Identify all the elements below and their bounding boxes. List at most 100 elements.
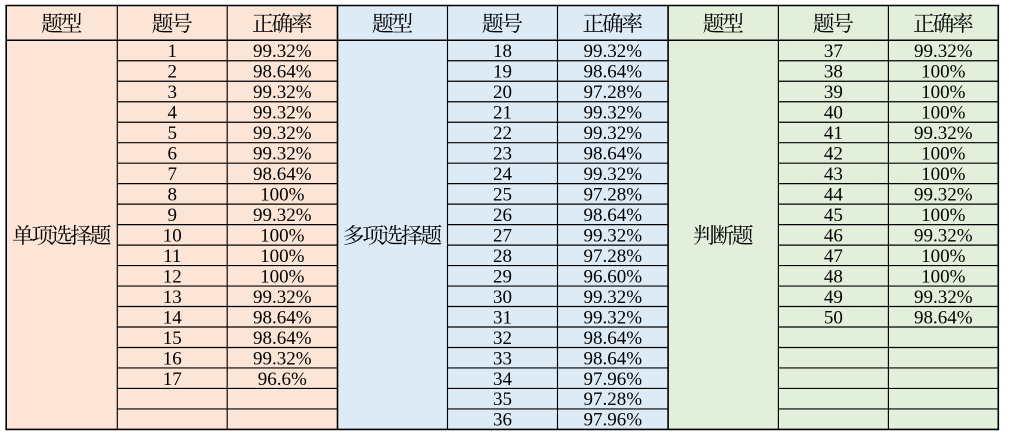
svg-text:99.32%: 99.32% xyxy=(253,287,312,308)
svg-text:3: 3 xyxy=(168,82,178,103)
svg-text:100%: 100% xyxy=(921,246,966,267)
svg-text:29: 29 xyxy=(493,266,512,287)
svg-text:13: 13 xyxy=(163,287,182,308)
svg-text:25: 25 xyxy=(493,184,512,205)
svg-text:45: 45 xyxy=(824,205,843,226)
svg-text:7: 7 xyxy=(168,164,178,185)
svg-text:97.28%: 97.28% xyxy=(584,246,643,267)
svg-text:97.96%: 97.96% xyxy=(584,410,643,431)
svg-text:96.6%: 96.6% xyxy=(258,369,307,390)
svg-text:22: 22 xyxy=(493,123,512,144)
svg-text:8: 8 xyxy=(168,184,178,205)
svg-text:9: 9 xyxy=(168,205,178,226)
svg-text:24: 24 xyxy=(493,164,513,185)
svg-text:11: 11 xyxy=(163,246,181,267)
svg-text:2: 2 xyxy=(168,62,178,83)
svg-text:4: 4 xyxy=(168,103,178,124)
svg-text:100%: 100% xyxy=(921,164,966,185)
svg-text:98.64%: 98.64% xyxy=(253,328,312,349)
svg-text:99.32%: 99.32% xyxy=(253,103,312,124)
svg-text:31: 31 xyxy=(493,307,512,328)
svg-text:98.64%: 98.64% xyxy=(584,143,643,164)
svg-text:99.32%: 99.32% xyxy=(584,225,643,246)
svg-text:12: 12 xyxy=(163,266,182,287)
svg-text:46: 46 xyxy=(824,225,843,246)
svg-text:21: 21 xyxy=(493,103,512,124)
svg-text:40: 40 xyxy=(824,103,843,124)
svg-text:27: 27 xyxy=(493,225,512,246)
svg-text:99.32%: 99.32% xyxy=(914,41,973,62)
svg-text:99.32%: 99.32% xyxy=(584,103,643,124)
svg-text:99.32%: 99.32% xyxy=(253,143,312,164)
svg-text:99.32%: 99.32% xyxy=(584,307,643,328)
svg-text:28: 28 xyxy=(493,246,512,267)
svg-text:100%: 100% xyxy=(921,205,966,226)
svg-text:99.32%: 99.32% xyxy=(253,123,312,144)
svg-text:50: 50 xyxy=(824,307,843,328)
svg-text:20: 20 xyxy=(493,82,512,103)
svg-text:32: 32 xyxy=(493,328,512,349)
svg-text:99.32%: 99.32% xyxy=(253,82,312,103)
svg-text:100%: 100% xyxy=(921,82,966,103)
svg-text:1: 1 xyxy=(168,41,178,62)
svg-text:100%: 100% xyxy=(921,62,966,83)
svg-text:100%: 100% xyxy=(260,246,305,267)
svg-text:100%: 100% xyxy=(921,103,966,124)
svg-text:38: 38 xyxy=(824,62,843,83)
svg-text:100%: 100% xyxy=(260,184,305,205)
svg-text:47: 47 xyxy=(824,246,843,267)
svg-text:100%: 100% xyxy=(260,225,305,246)
svg-text:26: 26 xyxy=(493,205,512,226)
svg-text:98.64%: 98.64% xyxy=(584,328,643,349)
svg-text:97.28%: 97.28% xyxy=(584,184,643,205)
svg-text:35: 35 xyxy=(493,389,512,410)
svg-text:99.32%: 99.32% xyxy=(253,205,312,226)
svg-text:99.32%: 99.32% xyxy=(914,225,973,246)
svg-text:98.64%: 98.64% xyxy=(914,307,973,328)
svg-text:36: 36 xyxy=(493,410,512,431)
svg-text:10: 10 xyxy=(163,225,182,246)
svg-text:43: 43 xyxy=(824,164,843,185)
svg-text:99.32%: 99.32% xyxy=(584,41,643,62)
svg-text:5: 5 xyxy=(168,123,178,144)
svg-text:18: 18 xyxy=(493,41,512,62)
svg-text:33: 33 xyxy=(493,348,512,369)
svg-text:99.32%: 99.32% xyxy=(914,184,973,205)
svg-text:97.28%: 97.28% xyxy=(584,82,643,103)
svg-text:97.28%: 97.28% xyxy=(584,389,643,410)
svg-text:48: 48 xyxy=(824,266,843,287)
svg-text:98.64%: 98.64% xyxy=(584,205,643,226)
svg-text:99.32%: 99.32% xyxy=(584,123,643,144)
svg-text:19: 19 xyxy=(493,62,512,83)
svg-text:6: 6 xyxy=(168,143,178,164)
svg-text:23: 23 xyxy=(493,143,512,164)
svg-text:98.64%: 98.64% xyxy=(253,164,312,185)
svg-text:30: 30 xyxy=(493,287,512,308)
svg-text:100%: 100% xyxy=(921,143,966,164)
svg-text:99.32%: 99.32% xyxy=(914,287,973,308)
svg-text:100%: 100% xyxy=(921,266,966,287)
svg-text:100%: 100% xyxy=(260,266,305,287)
svg-text:41: 41 xyxy=(824,123,843,144)
svg-text:14: 14 xyxy=(163,307,183,328)
svg-text:37: 37 xyxy=(824,41,843,62)
svg-text:98.64%: 98.64% xyxy=(584,348,643,369)
svg-text:96.60%: 96.60% xyxy=(584,266,643,287)
svg-text:16: 16 xyxy=(163,348,182,369)
svg-text:44: 44 xyxy=(824,184,844,205)
svg-text:17: 17 xyxy=(163,369,182,390)
svg-text:99.32%: 99.32% xyxy=(584,287,643,308)
svg-text:98.64%: 98.64% xyxy=(584,62,643,83)
svg-text:34: 34 xyxy=(493,369,513,390)
svg-text:99.32%: 99.32% xyxy=(253,41,312,62)
svg-text:49: 49 xyxy=(824,287,843,308)
svg-text:98.64%: 98.64% xyxy=(253,62,312,83)
svg-text:15: 15 xyxy=(163,328,182,349)
svg-text:39: 39 xyxy=(824,82,843,103)
svg-text:99.32%: 99.32% xyxy=(914,123,973,144)
svg-text:98.64%: 98.64% xyxy=(253,307,312,328)
svg-text:97.96%: 97.96% xyxy=(584,369,643,390)
svg-text:99.32%: 99.32% xyxy=(253,348,312,369)
svg-text:99.32%: 99.32% xyxy=(584,164,643,185)
svg-text:42: 42 xyxy=(824,143,843,164)
